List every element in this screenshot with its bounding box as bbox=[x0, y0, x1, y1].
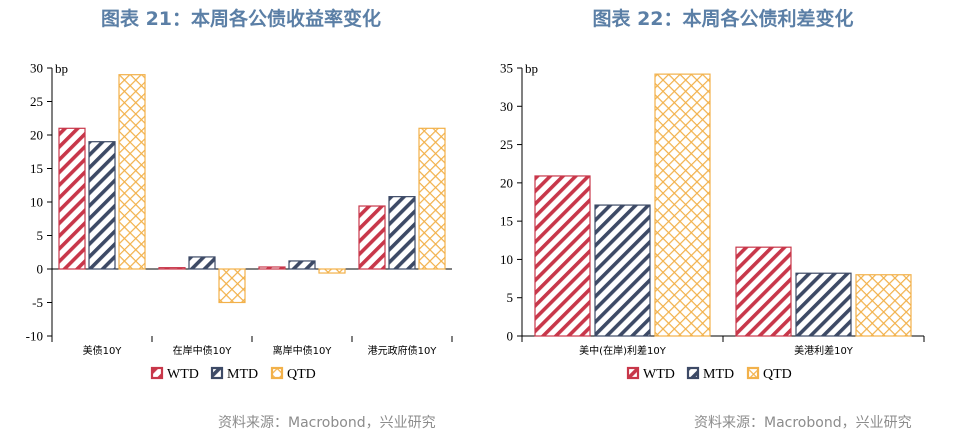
source-note: 资料来源：Macrobond，兴业研究 bbox=[694, 415, 912, 431]
legend-label-qtd: QTD bbox=[287, 367, 316, 382]
legend-label-qtd: QTD bbox=[763, 367, 792, 382]
unit-label: bp bbox=[525, 61, 538, 76]
y-tick-label: 0 bbox=[507, 329, 514, 344]
bar-qtd bbox=[855, 274, 912, 337]
bar-qtd bbox=[418, 127, 446, 270]
y-tick-label: 5 bbox=[37, 228, 44, 243]
y-tick-label: 10 bbox=[500, 252, 513, 267]
figure-title: 图表 22：本周各公债利差变化 bbox=[592, 8, 854, 30]
x-tick-label: 离岸中债10Y bbox=[273, 344, 333, 357]
x-tick-label: 港元政府债10Y bbox=[368, 344, 438, 357]
legend-label-mtd: MTD bbox=[703, 367, 734, 382]
legend-label-wtd: WTD bbox=[643, 367, 675, 382]
y-tick-label: 10 bbox=[30, 195, 43, 210]
y-tick-label: 15 bbox=[500, 214, 513, 229]
legend-label-wtd: WTD bbox=[167, 367, 199, 382]
bar-mtd bbox=[594, 204, 651, 337]
legend-swatch-wtd bbox=[626, 366, 640, 380]
x-tick-label: 美中(在岸)利差10Y bbox=[579, 344, 667, 357]
y-tick-label: 30 bbox=[30, 61, 43, 76]
x-tick-label: 美港利差10Y bbox=[794, 344, 854, 357]
bar-wtd bbox=[534, 175, 591, 337]
y-tick-label: 25 bbox=[500, 137, 513, 152]
spread-change-chart: 0 5 10 15 20 25 30 35 bp 美中(在岸)利差10Y 美港利差10Y WTD MTD… bbox=[500, 61, 925, 382]
bar-mtd bbox=[795, 272, 852, 337]
yield-change-chart: -10 -5 0 5 10 15 20 25 30 bp 美债10Y 在岸中债10Y 离岸中债10Y 港元… bbox=[26, 61, 453, 382]
bar-mtd bbox=[188, 256, 216, 270]
legend-swatch-qtd bbox=[746, 366, 760, 380]
legend-swatch-wtd bbox=[150, 366, 164, 380]
x-tick-label: 美债10Y bbox=[83, 344, 123, 357]
y-tick-label: 15 bbox=[30, 161, 43, 176]
y-tick-label: 0 bbox=[37, 262, 44, 277]
bar-wtd bbox=[58, 127, 86, 270]
bar-wtd bbox=[735, 246, 792, 337]
legend-swatch-mtd bbox=[210, 366, 224, 380]
figure-22: 图表 22：本周各公债利差变化 0 5 10 15 20 25 30 35 bp 美中(在岸)利差… bbox=[482, 0, 964, 440]
y-tick-label: 25 bbox=[30, 94, 43, 109]
y-tick-label: 5 bbox=[507, 290, 514, 305]
bar-wtd bbox=[158, 267, 186, 270]
source-note: 资料来源：Macrobond，兴业研究 bbox=[218, 415, 436, 431]
bar-qtd bbox=[218, 268, 246, 304]
y-tick-label: 20 bbox=[500, 175, 513, 190]
y-tick-label: 30 bbox=[500, 99, 513, 114]
bar-wtd bbox=[258, 266, 286, 270]
bar-mtd bbox=[288, 260, 316, 270]
x-tick-label: 在岸中债10Y bbox=[173, 344, 233, 357]
y-tick-label: 35 bbox=[500, 61, 513, 76]
bar-qtd bbox=[654, 73, 711, 337]
legend-label-mtd: MTD bbox=[227, 367, 258, 382]
y-tick-label: -5 bbox=[32, 295, 43, 310]
unit-label: bp bbox=[55, 61, 68, 76]
legend-swatch-qtd bbox=[270, 366, 284, 380]
bar-qtd bbox=[118, 74, 146, 270]
figure-21: 图表 21：本周各公债收益率变化 -10 -5 0 5 10 15 20 25 30 bp 美债10… bbox=[26, 8, 453, 431]
bar-qtd bbox=[318, 268, 346, 274]
bar-wtd bbox=[358, 205, 386, 270]
y-tick-label: -10 bbox=[26, 329, 43, 344]
y-tick-label: 20 bbox=[30, 128, 43, 143]
figure-title: 图表 21：本周各公债收益率变化 bbox=[100, 8, 382, 30]
bar-mtd bbox=[388, 196, 416, 270]
bar-mtd bbox=[88, 141, 116, 270]
legend-swatch-mtd bbox=[686, 366, 700, 380]
